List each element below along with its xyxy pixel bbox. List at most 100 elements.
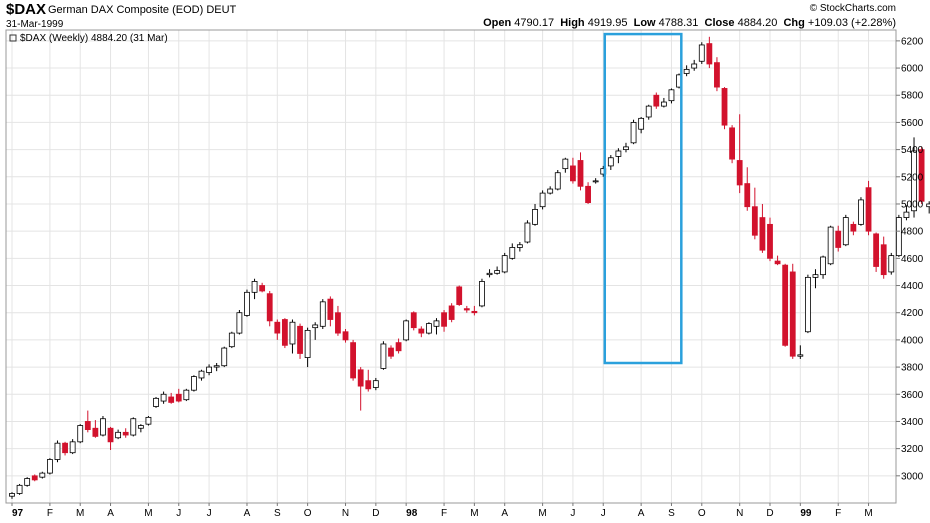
candle-body	[62, 442, 68, 454]
x-tick-label: O	[698, 508, 706, 519]
high-value: 4919.95	[587, 17, 628, 29]
candle-body	[668, 89, 675, 102]
low-label: Low	[633, 17, 656, 29]
candle-body	[107, 427, 114, 443]
candle-body	[926, 203, 930, 208]
candle-body	[895, 217, 902, 257]
candle-body	[281, 319, 288, 346]
candle-body	[24, 478, 31, 486]
candle-body	[425, 323, 432, 334]
y-tick-label: 4000	[901, 335, 924, 346]
security-name: German DAX Composite (EOD)	[48, 4, 204, 16]
legend-swatch	[9, 34, 17, 42]
x-tick-label: J	[601, 508, 606, 519]
candle-body	[115, 431, 122, 439]
candle-body	[789, 271, 796, 357]
candle-body	[744, 183, 751, 208]
candle-body	[84, 421, 91, 431]
candle-body	[403, 320, 410, 341]
candle-body	[312, 324, 319, 329]
candle-body	[850, 223, 857, 232]
chart-legend: $DAX (Weekly) 4884.20 (31 Mar)	[9, 33, 168, 44]
chg-value: +109.03 (+2.28%)	[807, 17, 896, 29]
x-tick-label: A	[244, 508, 251, 519]
candle-body	[463, 308, 470, 311]
candle-body	[835, 230, 842, 248]
candle-body	[54, 442, 61, 460]
candle-body	[357, 369, 364, 387]
candle-body	[380, 343, 387, 369]
candle-body	[729, 127, 735, 160]
candle-body	[623, 146, 629, 151]
candle-body	[395, 342, 402, 352]
open-label: Open	[483, 17, 512, 29]
candle-body	[69, 441, 76, 454]
candle-body	[183, 389, 190, 401]
x-tick-label: J	[570, 508, 575, 519]
candle-body	[168, 396, 175, 403]
candle-body	[516, 244, 523, 248]
candle-body	[365, 380, 372, 390]
y-tick-label: 6200	[901, 36, 924, 47]
candle-body	[873, 233, 880, 267]
x-tick-label: M	[470, 508, 478, 519]
candle-body	[880, 244, 887, 276]
candle-body	[31, 475, 38, 481]
candle-body	[570, 165, 576, 182]
candle-body	[221, 347, 228, 367]
plot-frame	[5, 29, 897, 504]
candle-body	[660, 101, 667, 107]
candle-body	[319, 301, 326, 327]
candle-body	[448, 305, 455, 320]
x-tick-label: S	[668, 508, 675, 519]
candle-body	[160, 393, 167, 402]
x-tick-label: F	[441, 508, 447, 519]
candle-body	[471, 310, 478, 314]
highlight-box-layer	[603, 32, 683, 365]
candle-body	[501, 255, 508, 273]
candle-body	[39, 472, 46, 478]
candle-body	[888, 255, 895, 273]
candle-body	[175, 393, 182, 402]
x-tick-label: A	[501, 508, 508, 519]
y-tick-label: 4200	[901, 308, 924, 319]
x-tick-label: M	[76, 508, 84, 519]
x-tick-label: 97	[12, 508, 24, 519]
candle-body	[805, 276, 811, 333]
candle-body	[858, 199, 864, 225]
candle-body	[342, 331, 349, 341]
candle-body	[547, 188, 554, 194]
candles	[9, 36, 930, 499]
candle-body	[918, 149, 925, 202]
y-tick-label: 5400	[901, 145, 924, 156]
candle-body	[47, 459, 53, 474]
candle-body	[236, 312, 243, 334]
stockcharts-credit: © StockCharts.com	[809, 3, 896, 14]
candle-body	[297, 325, 303, 354]
y-tick-label: 4400	[901, 281, 924, 292]
close-value: 4884.20	[737, 17, 778, 29]
candle-body	[645, 105, 652, 118]
close-label: Close	[704, 17, 735, 29]
candle-body	[842, 217, 849, 246]
candle-body	[244, 291, 250, 316]
candle-body	[77, 425, 84, 443]
y-tick-label: 3400	[901, 417, 924, 428]
candle-body	[289, 321, 296, 345]
x-tick-label: M	[864, 508, 872, 519]
y-axis: 3000 3200 3400 3600 3800 4000 4200 4400 4600 4800…	[896, 36, 924, 482]
price-stats: Open 4790.17 High 4919.95 Low 4788.31 Cl…	[483, 17, 896, 29]
x-tick-label: F	[47, 508, 53, 519]
candle-body	[903, 211, 910, 218]
candle-body	[797, 354, 804, 357]
y-tick-label: 3200	[901, 444, 924, 455]
x-tick-label: D	[372, 508, 379, 519]
candle-body	[782, 264, 789, 346]
chg-label: Chg	[783, 17, 805, 29]
candle-body	[198, 370, 205, 379]
exchange-code: DEUT	[206, 4, 237, 16]
candle-body	[479, 281, 485, 307]
candle-body	[372, 380, 379, 388]
candle-body	[228, 332, 235, 348]
